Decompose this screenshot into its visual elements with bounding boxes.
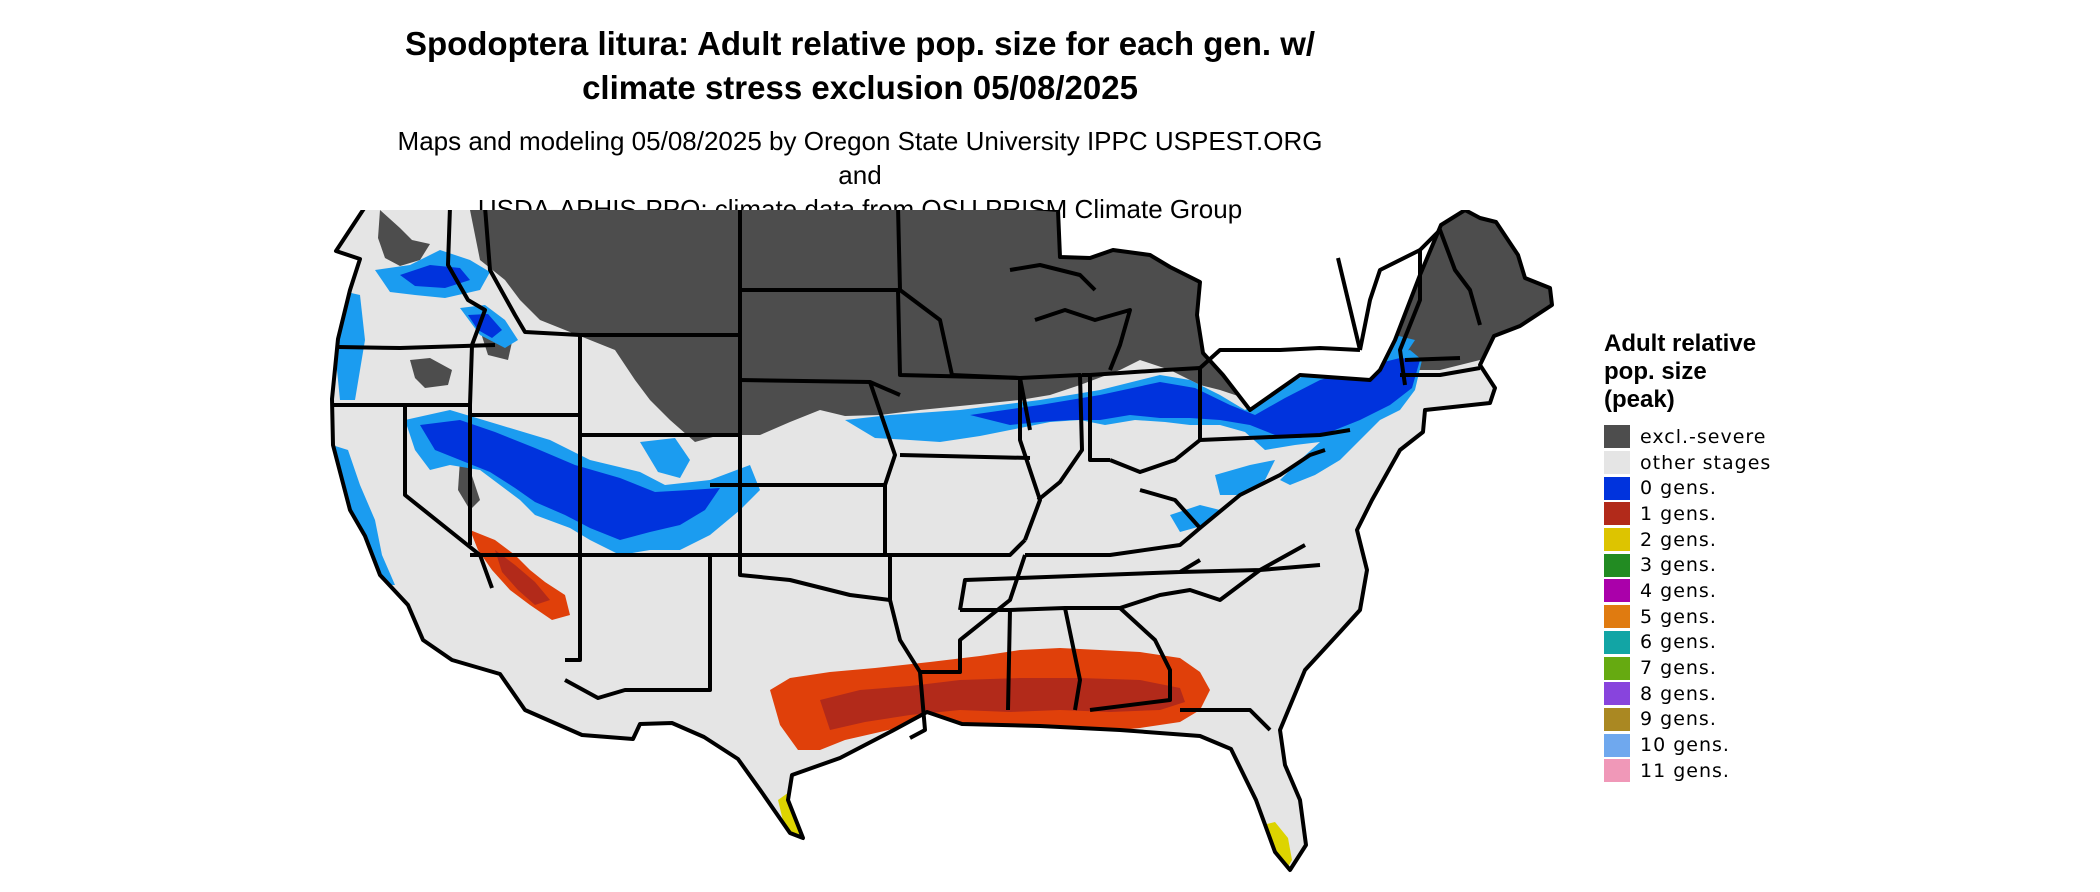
legend: Adult relative pop. size (peak) excl.-se… <box>1604 330 1771 784</box>
legend-label: 1 gens. <box>1640 502 1717 525</box>
legend-label: 6 gens. <box>1640 631 1717 654</box>
legend-item: other stages <box>1604 450 1771 476</box>
legend-swatch <box>1604 553 1630 577</box>
legend-item: 9 gens. <box>1604 707 1771 733</box>
legend-swatch <box>1604 656 1630 680</box>
map-title: Spodoptera litura: Adult relative pop. s… <box>404 25 1316 106</box>
us-map <box>330 210 1554 872</box>
map-subtitle: Maps and modeling 05/08/2025 by Oregon S… <box>397 126 1323 224</box>
legend-swatch <box>1604 502 1630 526</box>
legend-swatch <box>1604 682 1630 706</box>
legend-item: 3 gens. <box>1604 552 1771 578</box>
legend-swatch <box>1604 476 1630 500</box>
legend-label: 8 gens. <box>1640 682 1717 705</box>
legend-item: 8 gens. <box>1604 681 1771 707</box>
legend-item: 6 gens. <box>1604 630 1771 656</box>
legend-label: 11 gens. <box>1640 759 1730 782</box>
legend-label: 3 gens. <box>1640 554 1717 577</box>
legend-label: 5 gens. <box>1640 605 1717 628</box>
legend-label: excl.-severe <box>1640 425 1767 448</box>
legend-item: 2 gens. <box>1604 527 1771 553</box>
legend-label: 7 gens. <box>1640 657 1717 680</box>
legend-item: 10 gens. <box>1604 732 1771 758</box>
legend-label: 2 gens. <box>1640 528 1717 551</box>
legend-swatch <box>1604 733 1630 757</box>
legend-item: 11 gens. <box>1604 758 1771 784</box>
legend-label: other stages <box>1640 451 1772 474</box>
legend-item: excl.-severe <box>1604 424 1771 450</box>
legend-item: 4 gens. <box>1604 578 1771 604</box>
legend-swatch <box>1604 707 1630 731</box>
legend-swatch <box>1604 759 1630 783</box>
legend-items: excl.-severe other stages 0 gens. 1 gens. 2 … <box>1604 424 1771 784</box>
legend-label: 0 gens. <box>1640 477 1717 500</box>
legend-label: 9 gens. <box>1640 708 1717 731</box>
legend-swatch <box>1604 630 1630 654</box>
legend-swatch <box>1604 579 1630 603</box>
legend-swatch <box>1604 451 1630 475</box>
legend-item: 0 gens. <box>1604 475 1771 501</box>
legend-item: 5 gens. <box>1604 604 1771 630</box>
legend-swatch <box>1604 425 1630 449</box>
legend-title: Adult relative pop. size (peak) <box>1604 330 1757 413</box>
legend-swatch <box>1604 605 1630 629</box>
legend-item: 7 gens. <box>1604 655 1771 681</box>
legend-label: 10 gens. <box>1640 734 1730 757</box>
legend-item: 1 gens. <box>1604 501 1771 527</box>
legend-swatch <box>1604 528 1630 552</box>
legend-label: 4 gens. <box>1640 579 1717 602</box>
